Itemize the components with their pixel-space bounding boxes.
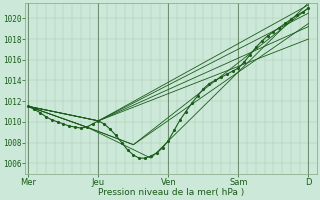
X-axis label: Pression niveau de la mer( hPa ): Pression niveau de la mer( hPa ) <box>98 188 244 197</box>
